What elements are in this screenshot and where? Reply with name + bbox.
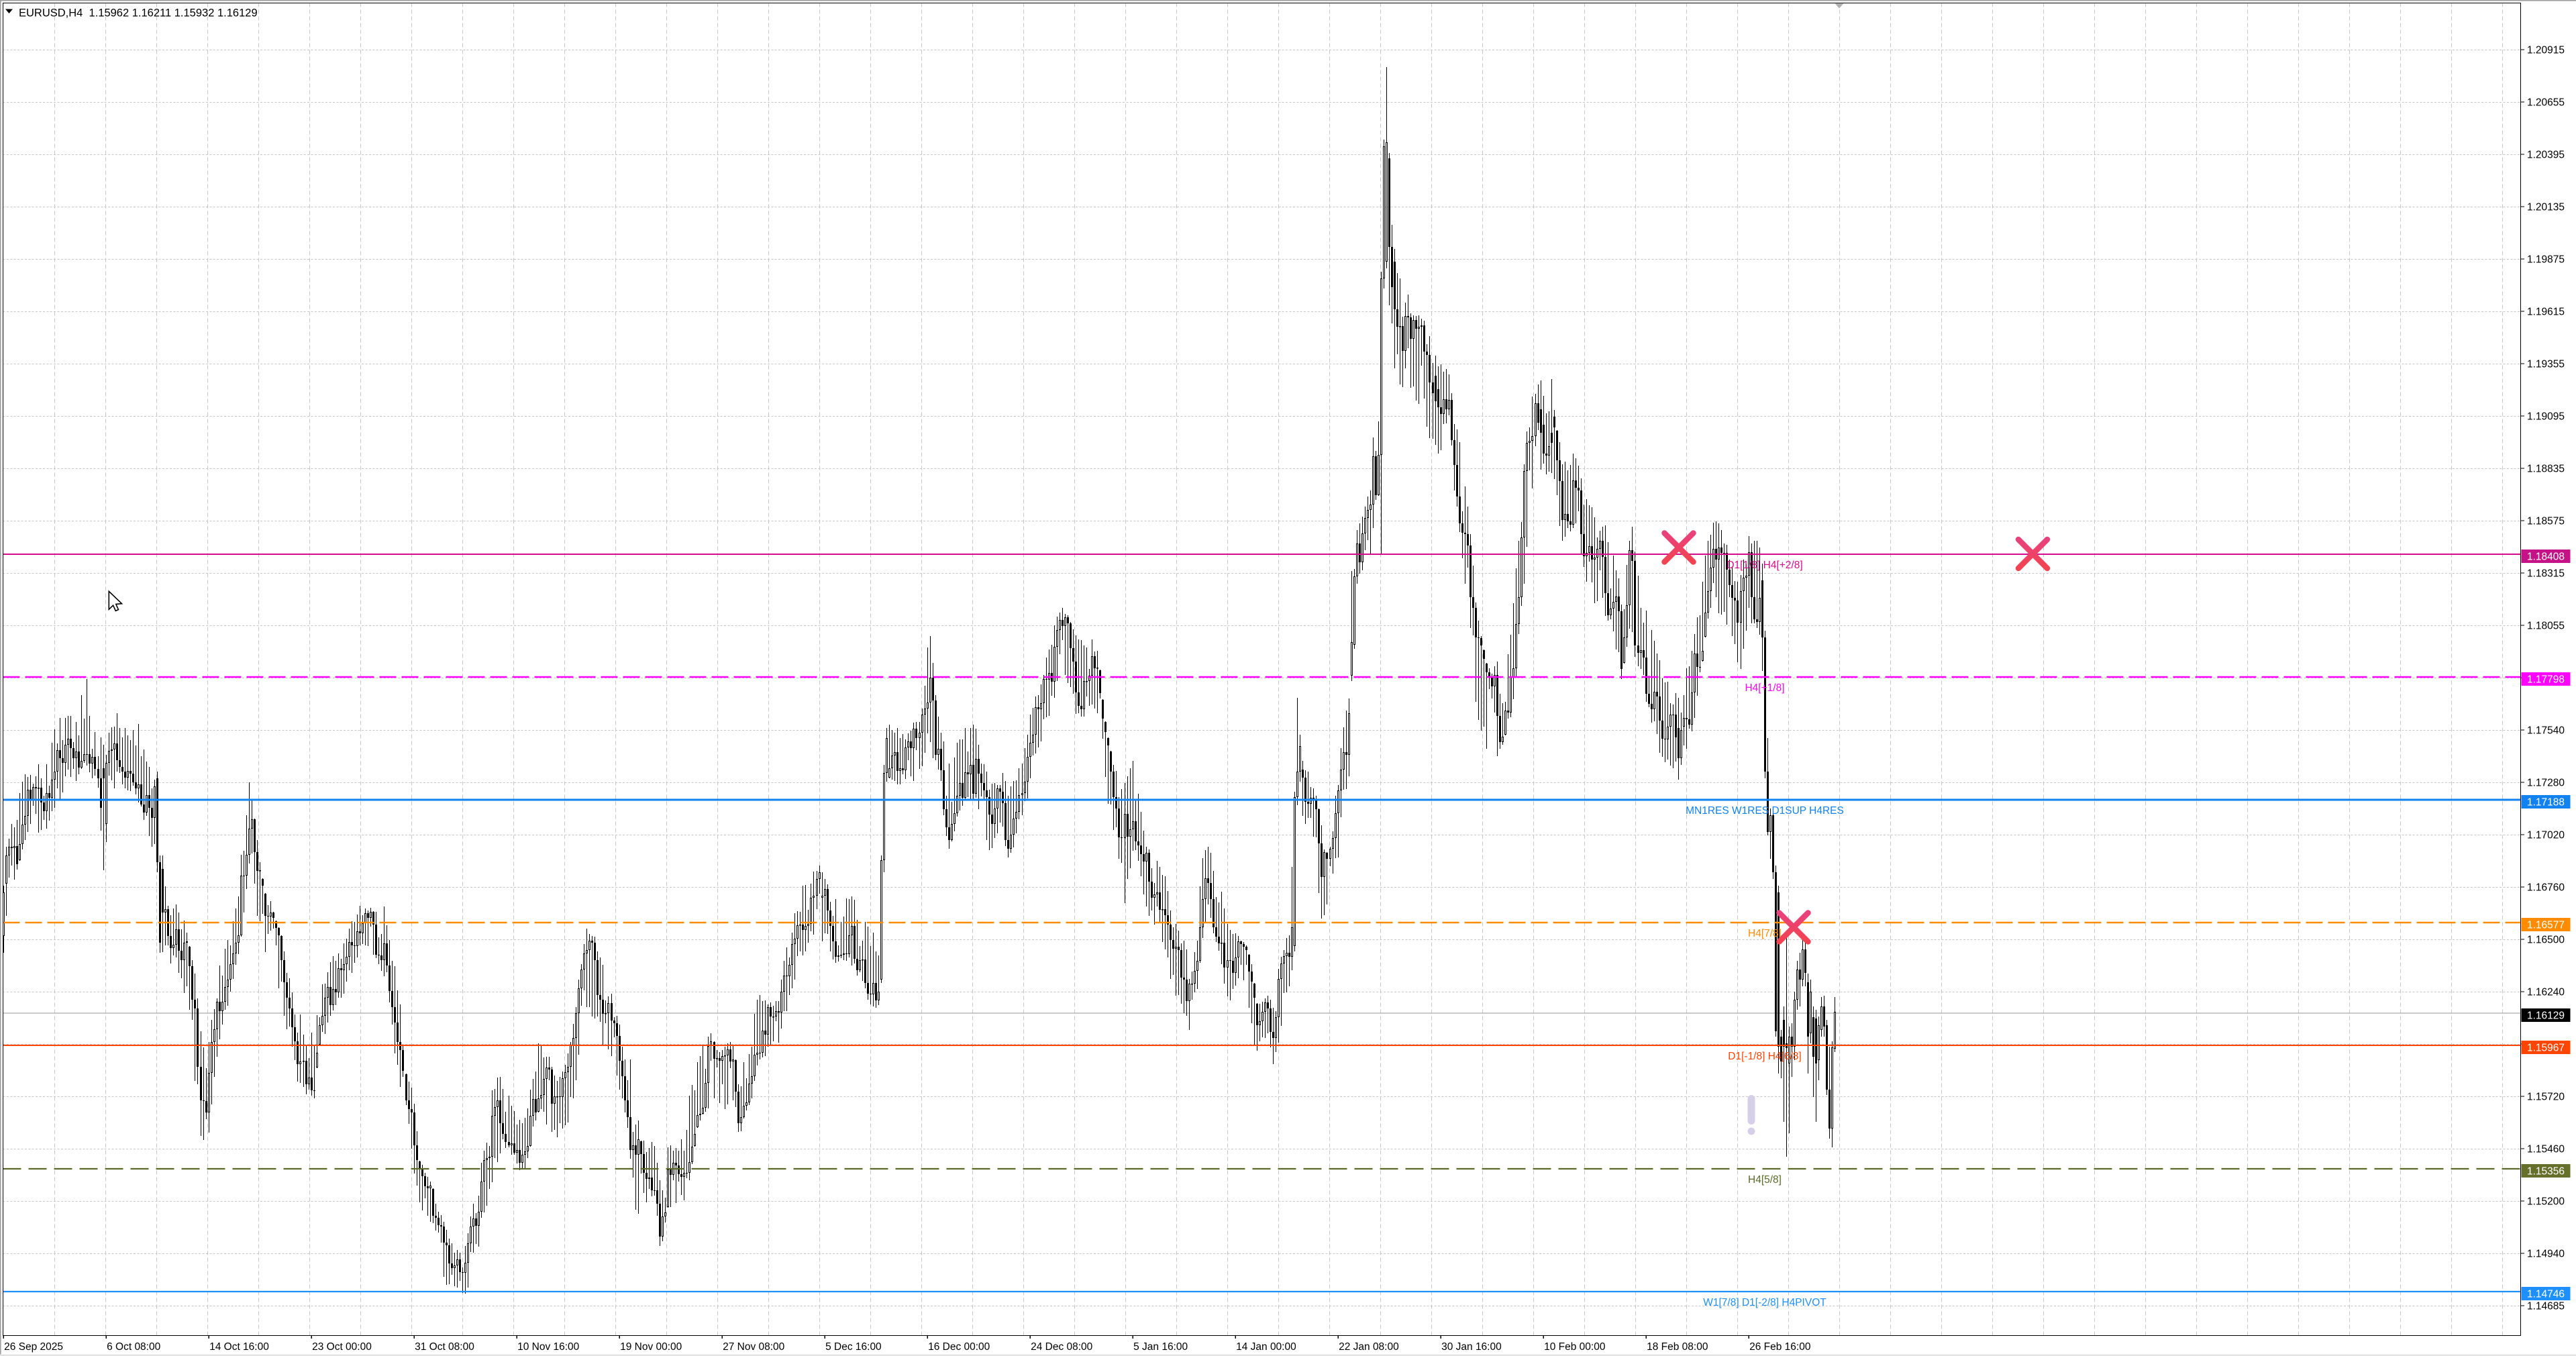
svg-text:26 Sep 2025: 26 Sep 2025 — [4, 1341, 63, 1353]
svg-text:1.17020: 1.17020 — [2527, 830, 2565, 841]
svg-text:1.16240: 1.16240 — [2527, 987, 2565, 998]
svg-text:23 Oct 00:00: 23 Oct 00:00 — [312, 1341, 372, 1353]
svg-text:22 Jan 08:00: 22 Jan 08:00 — [1339, 1341, 1399, 1353]
svg-text:19 Nov 00:00: 19 Nov 00:00 — [620, 1341, 682, 1353]
svg-text:1.16500: 1.16500 — [2527, 935, 2565, 946]
svg-text:D1[-1/8] H4[6/8]: D1[-1/8] H4[6/8] — [1728, 1051, 1801, 1062]
svg-text:5 Jan 16:00: 5 Jan 16:00 — [1133, 1341, 1188, 1353]
svg-text:1.18835: 1.18835 — [2527, 464, 2565, 475]
svg-text:6 Oct 08:00: 6 Oct 08:00 — [107, 1341, 161, 1353]
svg-text:1.15720: 1.15720 — [2527, 1092, 2565, 1103]
svg-text:MN1RES W1RES D1SUP H4RES: MN1RES W1RES D1SUP H4RES — [1686, 805, 1844, 817]
svg-text:31 Oct 08:00: 31 Oct 08:00 — [415, 1341, 474, 1353]
svg-text:H4[5/8]: H4[5/8] — [1748, 1174, 1782, 1186]
svg-text:1.16760: 1.16760 — [2527, 882, 2565, 894]
svg-text:1.19875: 1.19875 — [2527, 254, 2565, 266]
svg-text:1.16577: 1.16577 — [2527, 920, 2565, 931]
svg-text:1.18575: 1.18575 — [2527, 516, 2565, 527]
svg-text:1.17188: 1.17188 — [2527, 797, 2565, 809]
svg-text:24 Dec 08:00: 24 Dec 08:00 — [1031, 1341, 1093, 1353]
svg-text:1.15356: 1.15356 — [2527, 1166, 2565, 1178]
svg-text:27 Nov 08:00: 27 Nov 08:00 — [723, 1341, 785, 1353]
svg-text:1.20395: 1.20395 — [2527, 150, 2565, 161]
svg-text:10 Feb 00:00: 10 Feb 00:00 — [1544, 1341, 1606, 1353]
svg-text:H4[7/8]: H4[7/8] — [1748, 928, 1782, 939]
svg-text:1.17798: 1.17798 — [2527, 674, 2565, 686]
svg-text:1.17280: 1.17280 — [2527, 778, 2565, 789]
svg-text:1.20915: 1.20915 — [2527, 45, 2565, 56]
svg-text:16 Dec 00:00: 16 Dec 00:00 — [928, 1341, 990, 1353]
svg-text:1.18315: 1.18315 — [2527, 568, 2565, 580]
svg-text:1.19615: 1.19615 — [2527, 307, 2565, 318]
svg-text:30 Jan 16:00: 30 Jan 16:00 — [1441, 1341, 1502, 1353]
svg-text:5 Dec 16:00: 5 Dec 16:00 — [825, 1341, 882, 1353]
svg-text:1.20135: 1.20135 — [2527, 202, 2565, 213]
svg-text:D1[1/8] H4[+2/8]: D1[1/8] H4[+2/8] — [1727, 560, 1802, 571]
svg-text:10 Nov 16:00: 10 Nov 16:00 — [517, 1341, 580, 1353]
svg-text:1.20655: 1.20655 — [2527, 97, 2565, 109]
svg-text:1.19095: 1.19095 — [2527, 411, 2565, 423]
svg-text:1.15200: 1.15200 — [2527, 1196, 2565, 1208]
svg-text:1.15967: 1.15967 — [2527, 1043, 2565, 1054]
svg-text:1.14940: 1.14940 — [2527, 1249, 2565, 1260]
svg-text:1.19355: 1.19355 — [2527, 359, 2565, 370]
svg-text:H4[+1/8]: H4[+1/8] — [1745, 682, 1784, 694]
svg-text:1.16129: 1.16129 — [2527, 1010, 2565, 1022]
svg-text:1.18408: 1.18408 — [2527, 552, 2565, 563]
svg-text:1.14685: 1.14685 — [2527, 1301, 2565, 1312]
svg-text:14 Jan 00:00: 14 Jan 00:00 — [1236, 1341, 1296, 1353]
svg-text:1.14746: 1.14746 — [2527, 1289, 2565, 1300]
svg-text:18 Feb 08:00: 18 Feb 08:00 — [1647, 1341, 1708, 1353]
svg-text:1.18055: 1.18055 — [2527, 621, 2565, 632]
svg-text:26 Feb 16:00: 26 Feb 16:00 — [1749, 1341, 1811, 1353]
svg-text:14 Oct 16:00: 14 Oct 16:00 — [209, 1341, 269, 1353]
svg-text:1.15460: 1.15460 — [2527, 1144, 2565, 1155]
svg-text:EURUSD,H4 1.15962 1.16211 1.1: EURUSD,H4 1.15962 1.16211 1.15932 1.1612… — [19, 7, 258, 19]
svg-text:1.17540: 1.17540 — [2527, 725, 2565, 737]
svg-text:W1[7/8] D1[-2/8] H4PIVOT: W1[7/8] D1[-2/8] H4PIVOT — [1703, 1297, 1826, 1308]
